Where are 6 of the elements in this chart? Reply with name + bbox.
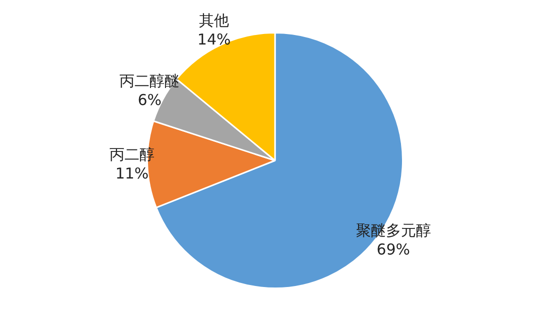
data-label: 6% xyxy=(138,90,162,109)
data-label: 14% xyxy=(197,30,231,48)
data-label: 69% xyxy=(376,240,410,258)
data-label: 11% xyxy=(115,164,149,182)
slice-label: 其他 xyxy=(199,11,230,30)
slice-label: 丙二醇醚 xyxy=(120,72,180,90)
